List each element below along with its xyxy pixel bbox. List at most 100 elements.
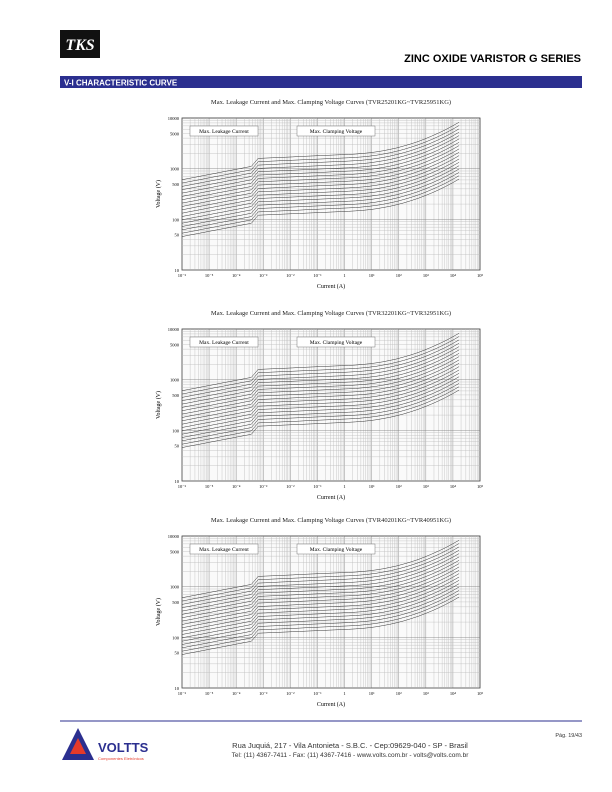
y-tick-label: 10 (175, 268, 180, 273)
curve (181, 576, 460, 635)
vi-chart: Max. Leakage Current and Max. Clamping V… (155, 310, 483, 501)
curve (181, 363, 460, 422)
clamping-label: Max. Clamping Voltage (310, 340, 363, 346)
curve (181, 566, 460, 625)
label-box (296, 543, 376, 555)
curve (181, 359, 460, 418)
curve (181, 543, 460, 602)
chart-title: Max. Leakage Current and Max. Clamping V… (211, 99, 451, 106)
x-tick-label: 10⁻² (286, 691, 295, 696)
y-tick-label: 5000 (170, 342, 180, 347)
curve (181, 376, 460, 435)
x-tick-label: 10⁴ (450, 484, 457, 489)
x-tick-label: 10² (396, 691, 403, 696)
vi-chart: Max. Leakage Current and Max. Clamping V… (155, 517, 483, 708)
curve (181, 590, 460, 649)
curve (181, 162, 460, 221)
x-tick-label: 10⁻¹ (313, 691, 322, 696)
address: Rua Juquiá, 217 - Vila Antonieta - S.B.C… (232, 741, 468, 750)
curve (181, 128, 460, 187)
curve (181, 366, 460, 425)
curve (181, 349, 460, 408)
x-tick-label: 10¹ (369, 484, 376, 489)
tagline: Componentes Eletrônicos (98, 756, 144, 761)
curve (181, 553, 460, 612)
section-title: V-I CHARACTERISTIC CURVE (64, 79, 178, 88)
curve (181, 369, 460, 428)
x-axis-title: Current (A) (317, 494, 345, 501)
x-tick-label: 10² (396, 273, 403, 278)
curve (181, 373, 460, 432)
y-tick-label: 100 (172, 635, 180, 640)
curve (181, 573, 460, 632)
x-tick-label: 10⁻⁵ (205, 484, 214, 489)
x-tick-label: 10⁴ (450, 691, 457, 696)
y-tick-label: 5000 (170, 131, 180, 136)
curve (181, 586, 460, 645)
curve (181, 386, 460, 445)
curve (181, 570, 460, 629)
x-tick-label: 1 (343, 691, 345, 696)
curve (181, 121, 460, 180)
curve (181, 556, 460, 615)
label-box (189, 336, 259, 348)
x-tick-label: 10³ (423, 273, 430, 278)
y-tick-label: 500 (172, 600, 180, 605)
x-tick-label: 10² (396, 484, 403, 489)
x-tick-label: 10⁵ (477, 484, 484, 489)
curve (181, 172, 460, 231)
x-tick-label: 10⁴ (450, 273, 457, 278)
x-tick-label: 10⁻⁵ (205, 273, 214, 278)
label-box (296, 125, 376, 137)
curve (181, 546, 460, 605)
curve (181, 131, 460, 190)
y-tick-label: 100 (172, 217, 180, 222)
leakage-label: Max. Leakage Current (199, 547, 249, 553)
label-box (189, 543, 259, 555)
curve (181, 336, 460, 395)
x-tick-label: 10¹ (369, 691, 376, 696)
x-tick-label: 10⁻³ (259, 484, 268, 489)
chart-title: Max. Leakage Current and Max. Clamping V… (211, 310, 451, 317)
curve (181, 158, 460, 217)
page-number: Pág. 19/43 (555, 733, 582, 739)
x-axis-title: Current (A) (317, 701, 345, 708)
curve (181, 560, 460, 619)
curve (181, 339, 460, 398)
curve (181, 145, 460, 204)
y-tick-label: 10 (175, 479, 180, 484)
x-tick-label: 10¹ (369, 273, 376, 278)
curve (181, 563, 460, 622)
y-tick-label: 5000 (170, 549, 180, 554)
y-tick-label: 50 (175, 651, 180, 656)
series-title: ZINC OXIDE VARISTOR G SERIES (404, 53, 581, 65)
curve (181, 580, 460, 639)
logo: TKS (60, 30, 100, 58)
curve (181, 583, 460, 642)
curve (181, 549, 460, 608)
clamping-label: Max. Clamping Voltage (310, 547, 363, 553)
plot-frame (181, 535, 481, 689)
curve (181, 353, 460, 412)
y-axis-title: Voltage (V) (155, 180, 162, 208)
vi-chart: Max. Leakage Current and Max. Clamping V… (155, 99, 483, 290)
curve (181, 138, 460, 197)
curve (181, 356, 460, 415)
clamping-label: Max. Clamping Voltage (310, 129, 363, 135)
chart-title: Max. Leakage Current and Max. Clamping V… (211, 517, 451, 524)
y-tick-label: 1000 (170, 585, 180, 590)
curve (181, 596, 460, 655)
x-tick-label: 10⁻⁶ (178, 273, 187, 278)
y-tick-label: 500 (172, 182, 180, 187)
curve (181, 155, 460, 214)
x-tick-label: 10⁻⁴ (232, 484, 241, 489)
footer-logo: VOLTTS Componentes Eletrônicos (62, 728, 149, 761)
x-tick-label: 10⁻¹ (313, 273, 322, 278)
label-box (296, 336, 376, 348)
y-tick-label: 50 (175, 233, 180, 238)
x-axis-title: Current (A) (317, 283, 345, 290)
curve (181, 342, 460, 401)
section-bar (60, 76, 582, 88)
curve (181, 346, 460, 405)
